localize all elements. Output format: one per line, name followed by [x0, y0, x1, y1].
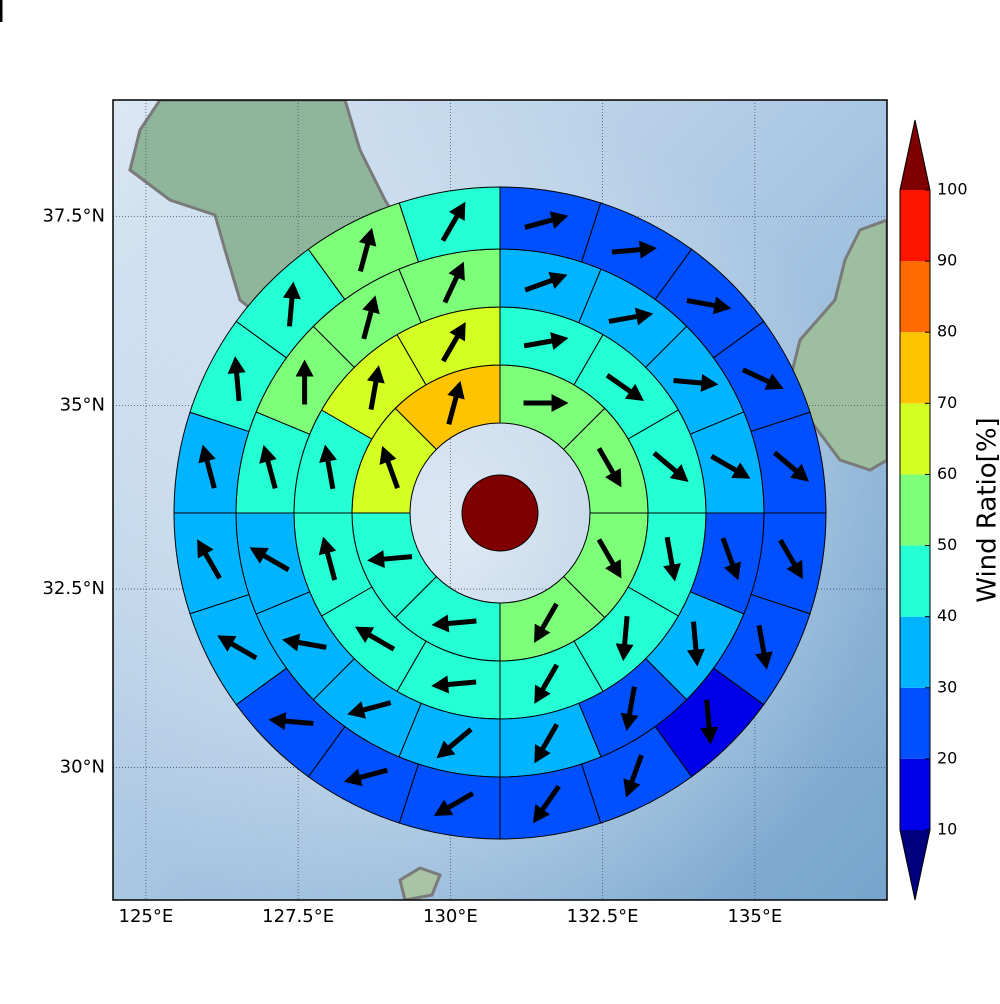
colorbar-tick-label: 80	[937, 322, 957, 341]
colorbar-segment	[900, 688, 930, 759]
y-tick-label: 30°N	[60, 756, 105, 777]
y-tick-label: 32.5°N	[42, 578, 105, 599]
x-tick-label: 130°E	[423, 906, 478, 927]
colorbar: 10 20 30 40 50 60 70 80 90 100	[900, 120, 968, 900]
colorbar-segment	[900, 474, 930, 545]
colorbar-tick-label: 60	[937, 464, 957, 483]
x-tick-label: 132.5°E	[567, 906, 639, 927]
colorbar-tick-label: 40	[937, 606, 957, 625]
x-tick-label: 135°E	[727, 906, 782, 927]
colorbar-segment	[900, 332, 930, 403]
y-tick-label: 35°N	[60, 395, 105, 416]
colorbar-tick-label: 100	[937, 180, 968, 199]
wind-arrow	[0, 0, 9, 22]
colorbar-tick-label: 30	[937, 677, 957, 696]
colorbar-tick-label: 10	[937, 820, 957, 839]
colorbar-segment	[900, 617, 930, 688]
cells	[174, 187, 826, 839]
colorbar-label: Wind Ratio[%]	[973, 417, 1000, 602]
colorbar-segment	[900, 190, 930, 261]
colorbar-segment	[900, 403, 930, 474]
colorbar-tick-label: 20	[937, 748, 957, 767]
x-tick-label: 127.5°E	[262, 906, 334, 927]
colorbar-segment	[900, 261, 930, 332]
colorbar-tick-label: 90	[937, 251, 957, 270]
colorbar-tick-label: 70	[937, 393, 957, 412]
colorbar-over	[900, 120, 930, 190]
colorbar-tick-label: 50	[937, 535, 957, 554]
center-disk	[462, 475, 538, 551]
y-tick-label: 37.5°N	[42, 206, 105, 227]
x-tick-label: 125°E	[119, 906, 174, 927]
colorbar-segment	[900, 546, 930, 617]
colorbar-segment	[900, 759, 930, 830]
colorbar-under	[900, 830, 930, 900]
